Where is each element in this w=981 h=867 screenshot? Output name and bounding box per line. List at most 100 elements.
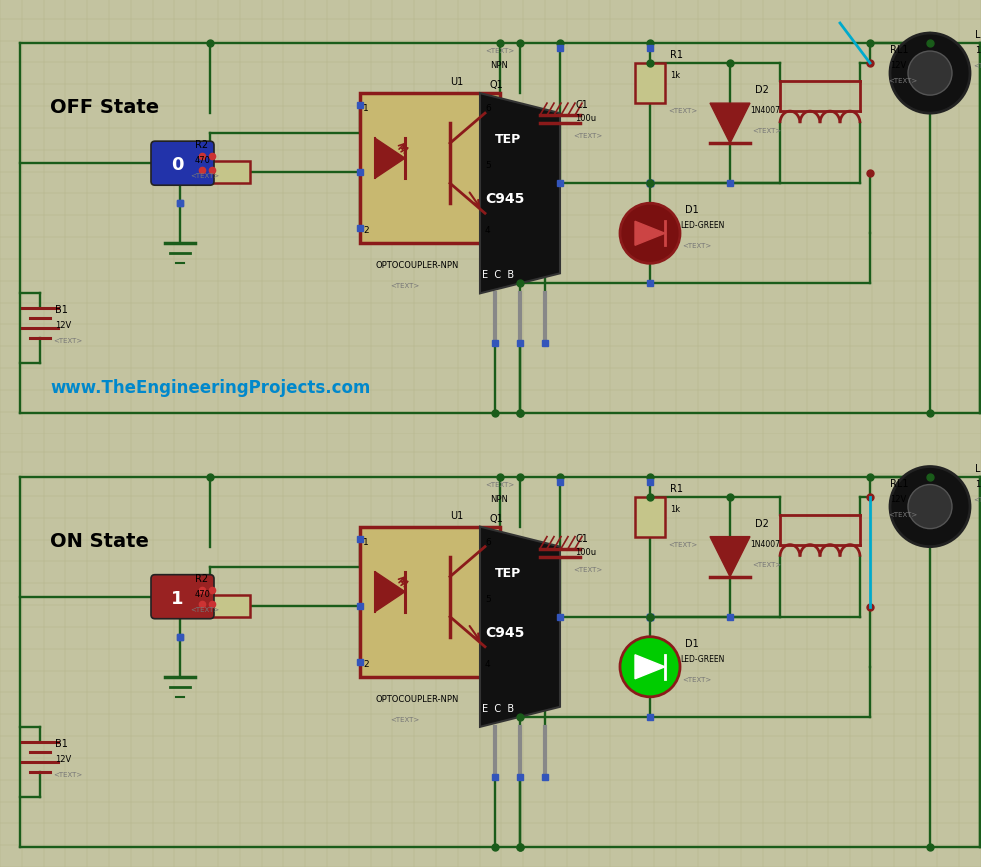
Text: <TEXT>: <TEXT>: [682, 244, 711, 250]
Text: NPN: NPN: [490, 61, 508, 70]
Text: <TEXT>: <TEXT>: [668, 108, 697, 114]
Text: E  C  B: E C B: [482, 271, 514, 280]
Text: <TEXT>: <TEXT>: [973, 63, 981, 69]
Text: <TEXT>: <TEXT>: [668, 542, 697, 548]
Text: ON State: ON State: [50, 531, 149, 551]
Text: 12V: 12V: [975, 46, 981, 55]
Text: L1: L1: [975, 464, 981, 473]
Text: 4: 4: [485, 660, 490, 668]
Text: 1: 1: [363, 104, 369, 113]
Circle shape: [890, 33, 970, 113]
Text: C1: C1: [575, 100, 588, 110]
Text: OFF State: OFF State: [50, 98, 159, 117]
Polygon shape: [635, 221, 665, 245]
Text: LED-GREEN: LED-GREEN: [680, 655, 724, 664]
Bar: [360, 526, 500, 677]
Text: 12V: 12V: [890, 494, 906, 504]
Text: 1: 1: [363, 538, 369, 546]
Text: www.TheEngineeringProjects.com: www.TheEngineeringProjects.com: [50, 380, 371, 397]
Text: <TEXT>: <TEXT>: [752, 128, 781, 134]
Polygon shape: [480, 93, 560, 293]
Text: 5: 5: [485, 161, 490, 170]
Circle shape: [620, 636, 680, 697]
Text: 12V: 12V: [890, 61, 906, 70]
Polygon shape: [480, 526, 560, 727]
Text: <TEXT>: <TEXT>: [682, 677, 711, 683]
Text: <TEXT>: <TEXT>: [390, 717, 419, 723]
FancyBboxPatch shape: [151, 141, 214, 186]
Text: <TEXT>: <TEXT>: [485, 481, 514, 487]
Text: D2: D2: [755, 518, 769, 529]
Text: D2: D2: [755, 85, 769, 95]
Text: RL1: RL1: [890, 479, 908, 489]
Text: <TEXT>: <TEXT>: [573, 134, 602, 140]
Text: 6: 6: [485, 104, 490, 113]
Text: TEP: TEP: [495, 567, 521, 580]
Text: <TEXT>: <TEXT>: [752, 562, 781, 568]
Text: 1N4007: 1N4007: [750, 539, 780, 549]
Text: C945: C945: [485, 626, 525, 640]
Text: <TEXT>: <TEXT>: [53, 772, 82, 778]
Text: R2: R2: [195, 574, 208, 583]
Text: <TEXT>: <TEXT>: [53, 338, 82, 344]
Polygon shape: [375, 571, 405, 612]
Text: U1: U1: [450, 511, 463, 520]
Text: Q1: Q1: [490, 80, 504, 90]
Text: 2: 2: [363, 226, 369, 235]
Text: 470: 470: [195, 590, 211, 599]
Text: D1: D1: [685, 639, 698, 649]
Text: <TEXT>: <TEXT>: [190, 607, 219, 613]
Bar: [635, 63, 665, 103]
Text: B1: B1: [55, 305, 68, 316]
Polygon shape: [710, 537, 750, 577]
Text: 1N4007: 1N4007: [750, 106, 780, 115]
Text: 0: 0: [171, 156, 183, 174]
Text: 1k: 1k: [670, 71, 680, 80]
Text: <TEXT>: <TEXT>: [973, 497, 981, 503]
Text: 12V: 12V: [55, 322, 72, 330]
Text: B1: B1: [55, 739, 68, 749]
Text: 12V: 12V: [55, 755, 72, 764]
Text: <TEXT>: <TEXT>: [573, 567, 602, 573]
Text: <TEXT>: <TEXT>: [190, 173, 219, 179]
Text: TEP: TEP: [495, 134, 521, 147]
Bar: [180, 161, 250, 183]
Text: C945: C945: [485, 192, 525, 206]
Polygon shape: [375, 138, 405, 179]
Text: D1: D1: [685, 205, 698, 215]
Text: 6: 6: [485, 538, 490, 546]
Text: R1: R1: [670, 484, 683, 493]
Text: Q1: Q1: [490, 513, 504, 524]
Text: R1: R1: [670, 50, 683, 60]
Polygon shape: [635, 655, 665, 679]
Text: NPN: NPN: [490, 494, 508, 504]
Circle shape: [890, 466, 970, 546]
Text: R2: R2: [195, 140, 208, 150]
Text: 100u: 100u: [575, 548, 596, 557]
Text: OPTOCOUPLER-NPN: OPTOCOUPLER-NPN: [375, 694, 458, 704]
Text: E  C  B: E C B: [482, 704, 514, 714]
Circle shape: [908, 485, 952, 529]
Text: <TEXT>: <TEXT>: [888, 512, 917, 518]
Text: <TEXT>: <TEXT>: [485, 48, 514, 54]
Polygon shape: [710, 103, 750, 143]
Text: L1: L1: [975, 30, 981, 40]
Text: OPTOCOUPLER-NPN: OPTOCOUPLER-NPN: [375, 261, 458, 271]
Bar: [360, 93, 500, 244]
Text: C1: C1: [575, 533, 588, 544]
Text: 5: 5: [485, 595, 490, 603]
Text: <TEXT>: <TEXT>: [390, 284, 419, 290]
Circle shape: [908, 51, 952, 95]
Text: 470: 470: [195, 156, 211, 166]
Text: LED-GREEN: LED-GREEN: [680, 221, 724, 231]
Text: 12V: 12V: [975, 479, 981, 489]
Circle shape: [620, 203, 680, 264]
Bar: [635, 497, 665, 537]
FancyBboxPatch shape: [151, 575, 214, 619]
Text: <TEXT>: <TEXT>: [888, 78, 917, 84]
Text: 1k: 1k: [670, 505, 680, 513]
Text: U1: U1: [450, 77, 463, 87]
Text: 1: 1: [171, 590, 183, 608]
Text: 100u: 100u: [575, 114, 596, 123]
Text: 4: 4: [485, 226, 490, 235]
